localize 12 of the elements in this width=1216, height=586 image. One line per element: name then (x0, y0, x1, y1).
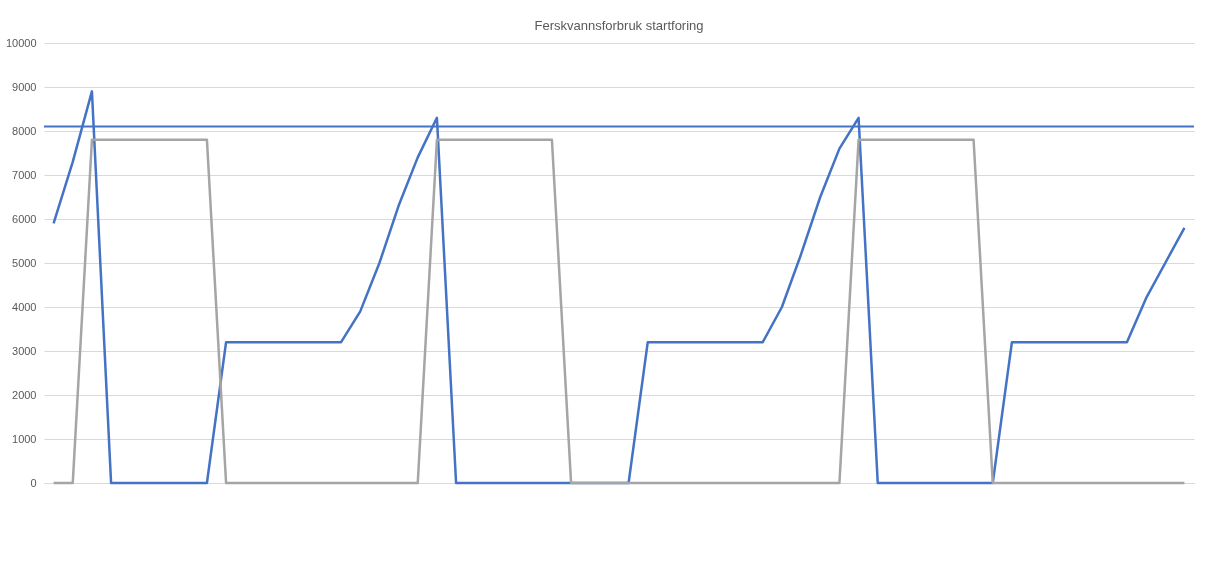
y-tick-label: 0 (30, 476, 37, 489)
y-tick-label: 9000 (12, 80, 37, 93)
y-tick-label: 4000 (12, 300, 37, 313)
y-tick-label: 5000 (12, 256, 37, 269)
y-tick-label: 8000 (12, 124, 37, 137)
y-tick-label: 1000 (12, 432, 37, 445)
chart-title: Ferskvannsforbruk startforing (534, 18, 704, 33)
y-tick-label: 2000 (12, 388, 37, 401)
y-tick-label: 6000 (12, 212, 37, 225)
y-tick-label: 7000 (12, 168, 37, 181)
y-tick-label: 10000 (5, 36, 37, 49)
y-tick-label: 3000 (12, 344, 37, 357)
